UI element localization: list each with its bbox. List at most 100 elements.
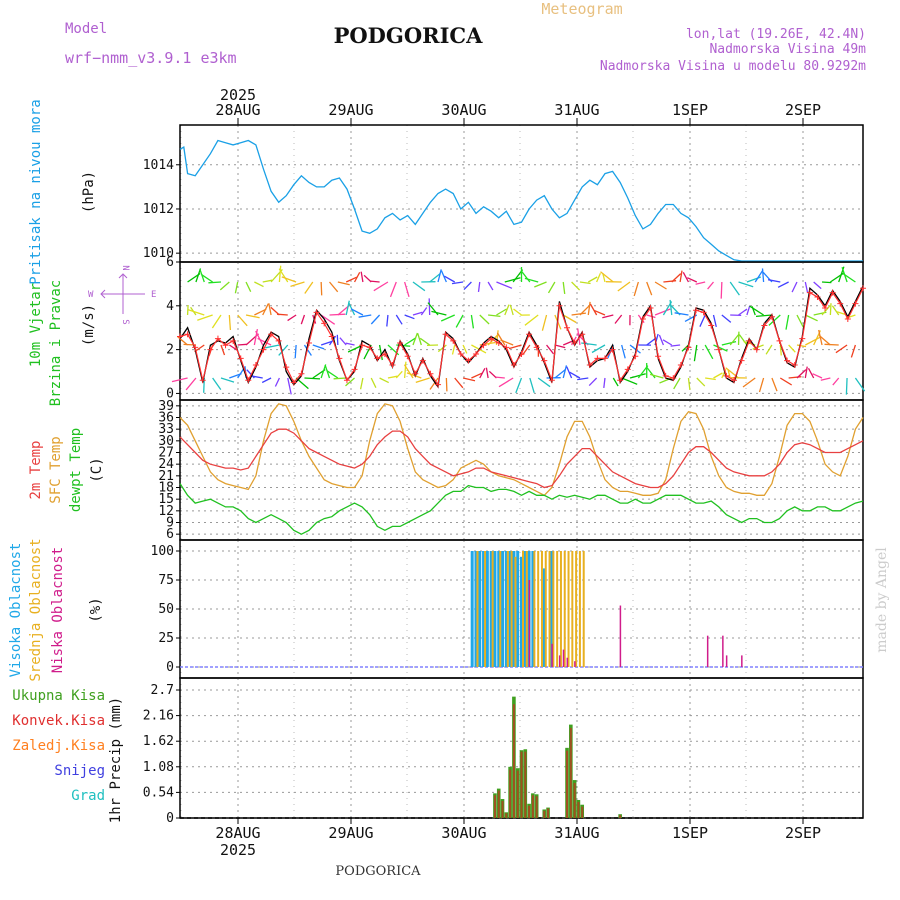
gust-marker	[260, 346, 267, 353]
wind-arrow	[219, 281, 230, 291]
gust-marker	[397, 340, 404, 347]
precip-conv-bar	[528, 805, 531, 818]
legend-graupel: Grad	[71, 788, 105, 804]
wind-arrow	[255, 330, 264, 346]
gust-marker	[184, 331, 191, 338]
elevation-label: Nadmorska Visina 49m	[709, 42, 866, 57]
wind-arrow	[813, 281, 822, 290]
cloud-mid-bar	[575, 551, 578, 667]
wind-arrow	[821, 281, 832, 284]
cloud-low-bar	[562, 649, 565, 667]
wind-arrow	[431, 310, 447, 316]
bottom-day-label: 29AUG	[328, 824, 373, 842]
top-day-label: 30AUG	[441, 101, 486, 119]
gust-marker	[457, 351, 464, 357]
wind-arrow	[253, 328, 259, 346]
wind-arrow	[186, 304, 189, 316]
wind-arrow	[546, 344, 555, 355]
gust-marker	[564, 324, 571, 331]
pressure-label: Pritisak na nivou mora	[28, 99, 44, 284]
bottom-time-axis: 28AUG 29AUG 30AUG 31AUG 1SEP 2SEP	[215, 818, 821, 842]
city-title: PODGORICA	[334, 23, 484, 48]
y-tick-label: 9	[166, 516, 174, 531]
wind-arrow	[496, 332, 506, 346]
wind-arrow	[185, 377, 197, 391]
gust-marker	[533, 344, 540, 351]
gust-marker	[472, 351, 479, 357]
cloud-high-bar	[508, 551, 512, 667]
wind-arrow	[359, 377, 364, 390]
wind-arrow	[254, 281, 264, 288]
cloud-high-bar	[523, 551, 527, 667]
wind-arrow	[805, 314, 818, 322]
wind-arrow	[252, 375, 263, 379]
gust-marker	[207, 346, 214, 353]
wind-arrow	[577, 377, 589, 381]
gust-marker	[860, 285, 866, 292]
wind-arrow	[654, 281, 667, 290]
wind-arrow	[621, 344, 626, 359]
wind-arrow	[513, 308, 522, 316]
gust-marker	[662, 372, 669, 379]
wind-arrow	[245, 314, 260, 319]
wind-arrow	[679, 270, 683, 283]
wind-arrow	[749, 305, 764, 316]
wind-arrow	[788, 376, 802, 379]
gust-marker	[685, 344, 692, 351]
gust-marker	[571, 340, 578, 347]
wind-arrow	[681, 344, 689, 352]
wind-arrow	[554, 344, 566, 349]
wind-arrow	[562, 365, 568, 379]
wind-arrow	[487, 281, 494, 291]
wind-arrow	[281, 276, 297, 283]
pressure-unit: (hPa)	[81, 171, 97, 213]
gust-marker	[222, 342, 229, 349]
cloud-mid-bar	[525, 551, 528, 667]
wind-arrow	[429, 272, 441, 283]
wind-arrow	[339, 337, 347, 346]
wind-arrow	[237, 343, 248, 346]
gust-marker	[601, 355, 608, 362]
precip-conv-bar	[509, 769, 512, 818]
gust-marker	[419, 357, 426, 364]
wind-arrow	[261, 377, 272, 384]
compass-rose: N S W E	[88, 265, 156, 324]
wind-arrow	[746, 305, 751, 316]
wind-arrow	[721, 314, 732, 323]
temp-unit: (C)	[89, 457, 105, 482]
model-name: wrf−nmm_v3.9.1 e3km	[65, 49, 237, 67]
top-time-axis: 28AUG 29AUG 30AUG 31AUG 1SEP 2SEP	[215, 101, 821, 125]
cloud-mid-bar	[540, 551, 543, 667]
cloud-high-bar	[470, 551, 474, 667]
wind-arrow	[451, 281, 464, 285]
wind-arrow	[524, 277, 539, 283]
wind-arrow	[617, 281, 631, 292]
cloud-high-bar	[478, 551, 482, 667]
wind-arrow	[278, 344, 289, 356]
wind-arrow	[360, 271, 364, 283]
y-tick-label: 4	[166, 299, 174, 314]
wind-arrow	[742, 377, 756, 388]
wind-arrow	[729, 333, 740, 346]
gust-marker	[275, 337, 282, 344]
cloud-high-bar	[501, 551, 505, 667]
compass-east: E	[151, 290, 156, 300]
bottom-year-label: 2025	[220, 841, 256, 859]
pressure-line	[179, 139, 863, 262]
wind-arrow	[171, 377, 188, 383]
gust-marker	[708, 322, 715, 329]
wind-arrow	[673, 377, 681, 390]
wind-arrow	[824, 343, 839, 346]
bottom-day-label: 2SEP	[785, 824, 821, 842]
gust-marker	[837, 300, 844, 307]
wind-arrow	[262, 279, 273, 283]
wind-arrow	[791, 281, 798, 293]
wind-arrow	[779, 344, 782, 356]
credit-watermark: made by Angel	[874, 547, 890, 653]
wind-arrow	[395, 314, 403, 325]
wind-arrow	[498, 377, 514, 388]
wind-arrow	[276, 313, 288, 316]
wind-arrow	[835, 344, 848, 354]
model-elevation-label: Nadmorska Visina u modelu 80.9292m	[600, 59, 866, 74]
wind-arrow	[649, 373, 664, 379]
